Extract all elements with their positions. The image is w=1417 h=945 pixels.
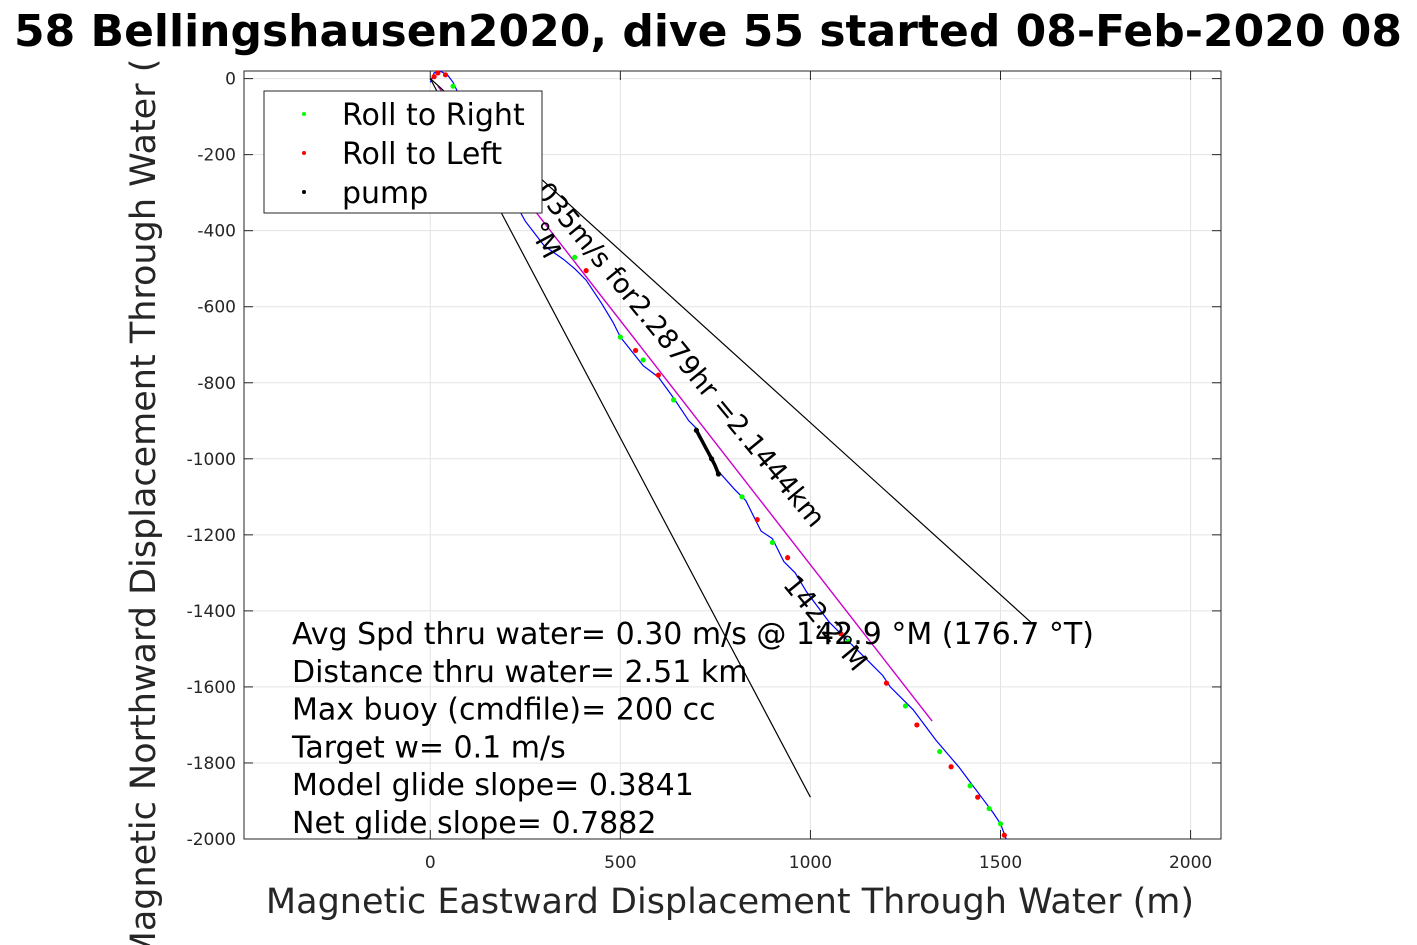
x-tick-label: 1000 xyxy=(789,853,832,873)
y-tick-label: -2000 xyxy=(187,830,236,850)
roll-left-marker xyxy=(883,680,890,686)
legend-label: Roll to Right xyxy=(342,98,525,133)
pump-marker xyxy=(708,456,715,462)
y-tick-label: 0 xyxy=(225,70,236,90)
y-tick-label: -200 xyxy=(197,146,236,166)
x-axis-label: Magnetic Eastward Displacement Through W… xyxy=(266,882,1194,922)
roll-left-marker xyxy=(583,268,589,274)
roll-right-marker xyxy=(967,783,973,789)
legend-label: pump xyxy=(342,176,428,211)
roll-right-marker xyxy=(739,494,745,500)
x-tick-label: 500 xyxy=(604,853,636,873)
pump-marker xyxy=(693,427,699,433)
roll-left-marker xyxy=(785,555,791,561)
legend-label: Roll to Left xyxy=(342,137,502,172)
roll-left-marker xyxy=(442,72,449,78)
roll-right-marker xyxy=(670,397,677,403)
roll-right-marker xyxy=(986,805,992,812)
x-tick-label: 1500 xyxy=(979,853,1022,873)
legend-marker xyxy=(302,151,306,155)
roll-right-marker xyxy=(997,821,1004,827)
roll-left-marker xyxy=(655,372,661,378)
y-tick-label: -1000 xyxy=(187,450,236,470)
y-tick-label: -800 xyxy=(197,374,236,394)
roll-left-marker xyxy=(838,631,844,637)
y-tick-label: -1800 xyxy=(187,754,236,774)
legend-marker xyxy=(302,190,306,194)
roll-right-marker xyxy=(640,357,646,363)
stat-line: Max buoy (cmdfile)= 200 cc xyxy=(292,693,716,728)
y-tick-label: -1200 xyxy=(187,526,236,546)
grid-lines xyxy=(244,71,1221,840)
stat-line: Distance thru water= 2.51 km xyxy=(292,655,747,690)
y-tick-label: -1600 xyxy=(187,678,236,698)
current-annotation: 0.035m/s for2.2879hr =2.1444km xyxy=(513,157,831,534)
legend: Roll to Right Roll to Left pump xyxy=(263,90,543,214)
y-axis: 0 -200 -400 -600 -800 -1000 -1200 -1400 -1600 -18… xyxy=(187,70,1221,850)
roll-left-marker xyxy=(975,794,981,800)
plot-markers xyxy=(431,70,1007,838)
roll-left-marker xyxy=(1001,832,1007,838)
stat-line: Net glide slope= 0.7882 xyxy=(292,806,656,841)
stats-block: Avg Spd thru water= 0.30 m/s @ 142.9 °M … xyxy=(291,617,1094,841)
roll-right-marker xyxy=(937,748,943,755)
roll-right-marker xyxy=(769,539,776,546)
roll-right-marker xyxy=(450,83,456,89)
chart-title: 58 Bellingshausen2020, dive 55 started 0… xyxy=(14,6,1402,57)
y-tick-label: -400 xyxy=(197,222,236,242)
roll-right-marker xyxy=(902,703,909,709)
roll-left-marker xyxy=(632,347,639,354)
y-tick-label: -1400 xyxy=(187,602,236,622)
roll-right-marker xyxy=(572,254,578,260)
y-tick-label: -600 xyxy=(197,298,236,318)
stat-line: Avg Spd thru water= 0.30 m/s @ 142.9 °M … xyxy=(292,617,1094,652)
x-axis: 0 500 1000 1500 2000 xyxy=(425,71,1212,873)
roll-left-marker xyxy=(431,74,437,80)
legend-marker xyxy=(302,112,306,116)
roll-left-marker xyxy=(435,70,441,76)
series-pump xyxy=(694,429,721,475)
y-axis-label: Magnetic Northward Displacement Through … xyxy=(124,59,164,945)
legend-box xyxy=(263,90,543,214)
stat-line: Target w= 0.1 m/s xyxy=(291,730,566,765)
roll-left-marker xyxy=(914,722,920,728)
roll-right-marker xyxy=(845,638,852,644)
x-tick-label: 2000 xyxy=(1169,853,1212,873)
plot-area xyxy=(243,70,1222,840)
x-tick-label: 0 xyxy=(425,853,436,873)
stat-line: Model glide slope= 0.3841 xyxy=(292,768,694,803)
pump-marker xyxy=(715,471,722,477)
roll-left-marker xyxy=(754,517,760,523)
roll-left-marker xyxy=(948,764,954,770)
roll-right-marker xyxy=(617,334,623,340)
